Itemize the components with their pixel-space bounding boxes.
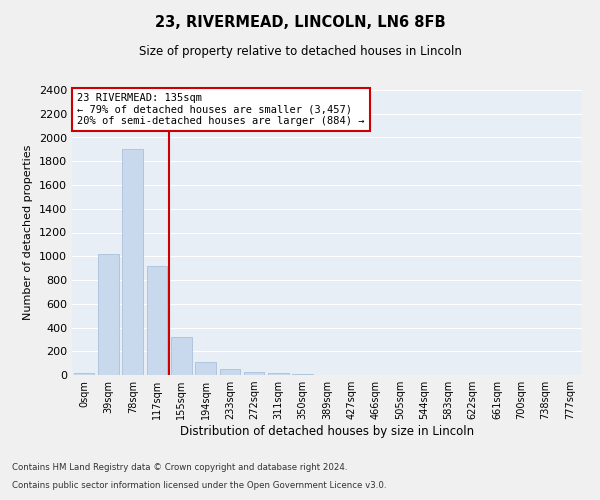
Bar: [146, 266, 167, 375]
Y-axis label: Number of detached properties: Number of detached properties: [23, 145, 34, 320]
Bar: [292, 374, 313, 375]
Bar: [171, 337, 191, 375]
Bar: [74, 372, 94, 375]
Bar: [122, 150, 143, 375]
Text: 23, RIVERMEAD, LINCOLN, LN6 8FB: 23, RIVERMEAD, LINCOLN, LN6 8FB: [155, 15, 445, 30]
Bar: [195, 362, 216, 375]
Text: Contains HM Land Registry data © Crown copyright and database right 2024.: Contains HM Land Registry data © Crown c…: [12, 464, 347, 472]
Text: Contains public sector information licensed under the Open Government Licence v3: Contains public sector information licen…: [12, 481, 386, 490]
X-axis label: Distribution of detached houses by size in Lincoln: Distribution of detached houses by size …: [180, 425, 474, 438]
Text: Size of property relative to detached houses in Lincoln: Size of property relative to detached ho…: [139, 45, 461, 58]
Bar: [220, 369, 240, 375]
Bar: [98, 254, 119, 375]
Text: 23 RIVERMEAD: 135sqm
← 79% of detached houses are smaller (3,457)
20% of semi-de: 23 RIVERMEAD: 135sqm ← 79% of detached h…: [77, 93, 365, 126]
Bar: [244, 372, 265, 375]
Bar: [268, 373, 289, 375]
